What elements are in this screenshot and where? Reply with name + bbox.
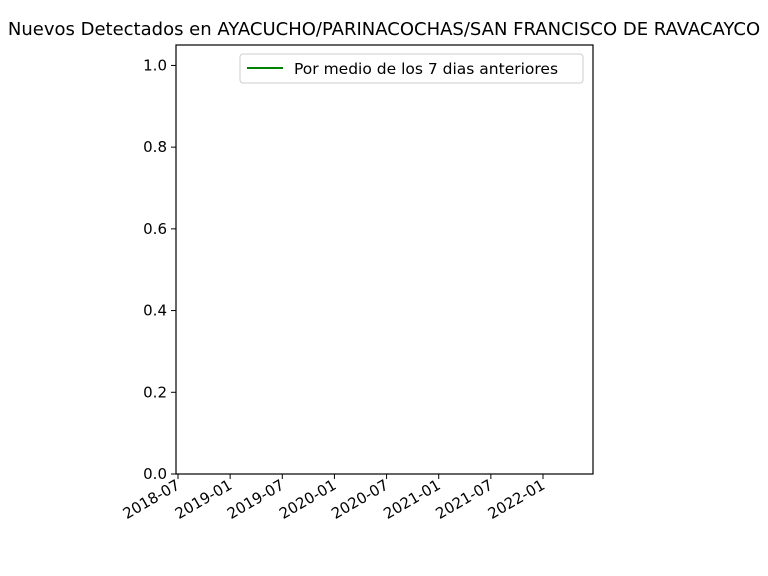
x-tick-label: 2019-01 (172, 476, 235, 523)
legend-label: Por medio de los 7 dias anteriores (294, 60, 558, 78)
legend: Por medio de los 7 dias anteriores (239, 53, 584, 84)
y-tick-label: 0.2 (143, 383, 167, 401)
x-tick-label: 2020-01 (276, 476, 339, 523)
x-tick-label: 2021-07 (433, 476, 496, 523)
y-tick-label: 0.6 (143, 220, 167, 238)
y-tick-label: 0.0 (143, 465, 167, 483)
x-tick-label: 2020-07 (328, 476, 391, 523)
y-tick-label: 0.4 (143, 302, 167, 320)
x-tick-label: 2019-07 (224, 476, 287, 523)
chart-title: Nuevos Detectados en AYACUCHO/PARINACOCH… (8, 19, 760, 40)
x-tick-label: 2022-01 (485, 476, 548, 523)
x-tick-label: 2021-01 (380, 476, 443, 523)
y-axis: 0.0 0.2 0.4 0.6 0.8 1.0 (143, 56, 176, 483)
x-axis: 2018-072019-012019-072020-012020-072021-… (120, 474, 548, 523)
legend-box (239, 53, 584, 84)
plot-area (175, 44, 594, 475)
y-tick-label: 0.8 (143, 138, 167, 156)
y-tick-label: 1.0 (143, 56, 167, 74)
